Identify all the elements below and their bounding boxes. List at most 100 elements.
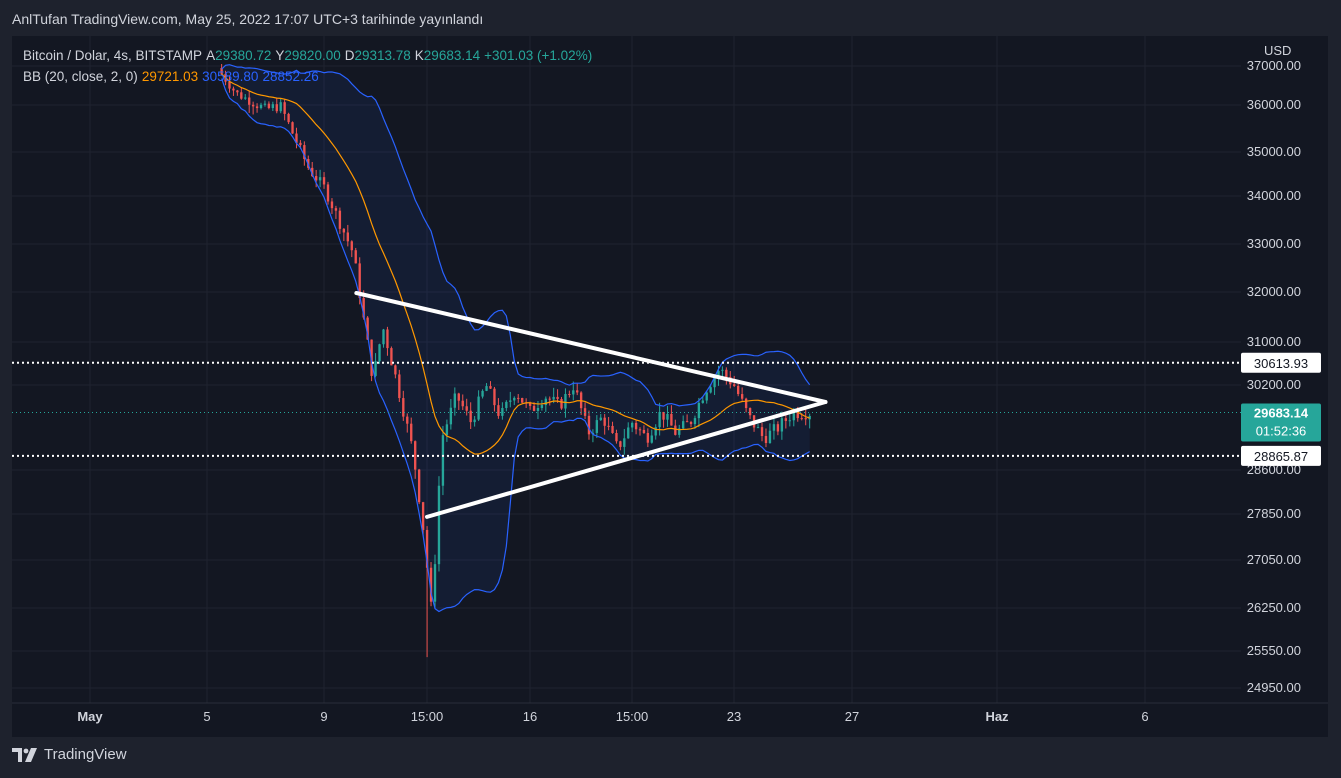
candle-body-46: [402, 398, 405, 417]
time-tick-4: 16: [523, 709, 537, 724]
candle-body-130: [733, 384, 736, 386]
time-tick-8: Haz: [985, 709, 1009, 724]
candle-body-92: [583, 408, 587, 416]
candle-body-26: [322, 177, 326, 185]
candle-body-88: [568, 393, 571, 395]
last-price-tag-bg: [1241, 403, 1321, 442]
candle-body-119: [689, 422, 693, 425]
candle-body-38: [370, 339, 373, 376]
price-tick-5: 32000.00: [1247, 284, 1301, 299]
candle-body-108: [646, 433, 650, 443]
level-tag-2: 28865.87: [1254, 449, 1308, 464]
candle-body-144: [788, 420, 791, 422]
candle-body-136: [756, 427, 760, 429]
brand-name: TradingView: [44, 746, 127, 763]
candle-body-64: [473, 419, 476, 423]
candle-body-56: [441, 435, 445, 486]
candle-body-20: [299, 142, 302, 146]
candle-body-126: [717, 370, 720, 378]
candle-body-3: [232, 88, 235, 91]
bb-indicator-title[interactable]: BB (20, close, 2, 0): [23, 69, 138, 84]
low-label: D: [344, 48, 355, 63]
price-level-lines: [12, 361, 1241, 457]
candle-body-75: [517, 397, 520, 399]
candle-body-121: [697, 402, 701, 419]
candle-body-23: [311, 167, 314, 177]
candle-body-82: [544, 398, 547, 406]
candle-body-84: [552, 396, 555, 400]
bollinger-fill: [221, 64, 810, 612]
candle-body-100: [615, 433, 618, 442]
candle-body-61: [461, 400, 464, 407]
candle-body-116: [678, 428, 681, 435]
candle-body-2: [228, 81, 231, 89]
candle-body-47: [406, 416, 409, 424]
candle-body-137: [760, 427, 764, 437]
candle-body-107: [642, 429, 646, 434]
bb-upper-line: [221, 64, 811, 407]
level-tag-bg-0: [1241, 352, 1321, 373]
candle-body-86: [560, 398, 563, 409]
candle-body-133: [744, 398, 748, 409]
candle-body-42: [386, 329, 389, 349]
candle-body-142: [780, 418, 784, 432]
triangle-drawing[interactable]: [354, 291, 828, 519]
candle-body-11: [263, 103, 267, 105]
candle-body-50: [417, 469, 421, 503]
candle-body-29: [334, 208, 338, 211]
candle-body-123: [705, 392, 708, 401]
bar-countdown: 01:52:36: [1256, 423, 1307, 438]
candle-body-63: [469, 410, 472, 423]
candle-body-4: [236, 90, 239, 93]
open-label: A: [206, 48, 216, 63]
candle-body-143: [784, 418, 788, 421]
candle-body-80: [536, 407, 540, 411]
candle-body-8: [251, 104, 255, 107]
price-tick-11: 26250.00: [1247, 600, 1301, 615]
candle-body-41: [382, 329, 385, 345]
time-tick-6: 23: [727, 709, 741, 724]
candle-body-48: [410, 423, 413, 442]
brand-footer[interactable]: TradingView: [12, 746, 127, 763]
candle-body-147: [800, 418, 803, 420]
chart-pane[interactable]: USD 37000.00 36000.00 35000.00 34000.00 33000…: [12, 36, 1328, 737]
time-tick-0: May: [77, 709, 103, 724]
triangle-upper-edge: [354, 291, 828, 404]
candle-body-122: [701, 400, 704, 403]
candle-body-101: [619, 441, 622, 447]
candle-body-58: [449, 407, 453, 425]
bb-upper-value: 30589.80: [202, 69, 259, 84]
time-tick-7: 27: [845, 709, 859, 724]
candle-body-148: [804, 418, 807, 420]
candle-body-52: [425, 529, 429, 568]
bb-legend-row: BB (20, close, 2, 0) 29721.03 30589.80 2…: [23, 66, 592, 87]
bb-band-fill: [221, 64, 810, 612]
candle-body-17: [287, 113, 290, 123]
high-label: Y: [275, 48, 285, 63]
candle-body-146: [796, 411, 799, 419]
time-tick-9: 6: [1141, 709, 1148, 724]
time-axis[interactable]: May 5 9 15:00 16 15:00 23 27 Haz 6: [12, 702, 1328, 737]
close-value: 29683.14: [423, 48, 481, 63]
time-tick-5: 15:00: [616, 709, 649, 724]
candle-body-57: [445, 424, 449, 436]
time-axis-bg: [12, 703, 1328, 737]
candle-body-0: [220, 67, 223, 74]
symbol-title[interactable]: Bitcoin / Dolar, 4s, BITSTAMP: [23, 48, 203, 63]
candle-body-13: [271, 104, 275, 109]
candle-body-32: [346, 232, 349, 242]
candle-body-73: [509, 400, 512, 402]
price-tick-4: 33000.00: [1247, 236, 1301, 251]
low-value: 29313.78: [354, 48, 411, 63]
candle-body-28: [330, 201, 334, 209]
candle-body-118: [685, 421, 689, 423]
candle-body-34: [354, 250, 357, 264]
candle-body-35: [358, 263, 361, 299]
publish-caption: AnlTufan TradingView.com, May 25, 2022 1…: [12, 11, 484, 27]
price-tags: 30613.93 29683.14 01:52:36 28865.87: [1241, 352, 1321, 466]
grid-lines: [12, 36, 1241, 703]
candle-body-105: [634, 422, 638, 430]
candle-body-43: [390, 348, 393, 366]
